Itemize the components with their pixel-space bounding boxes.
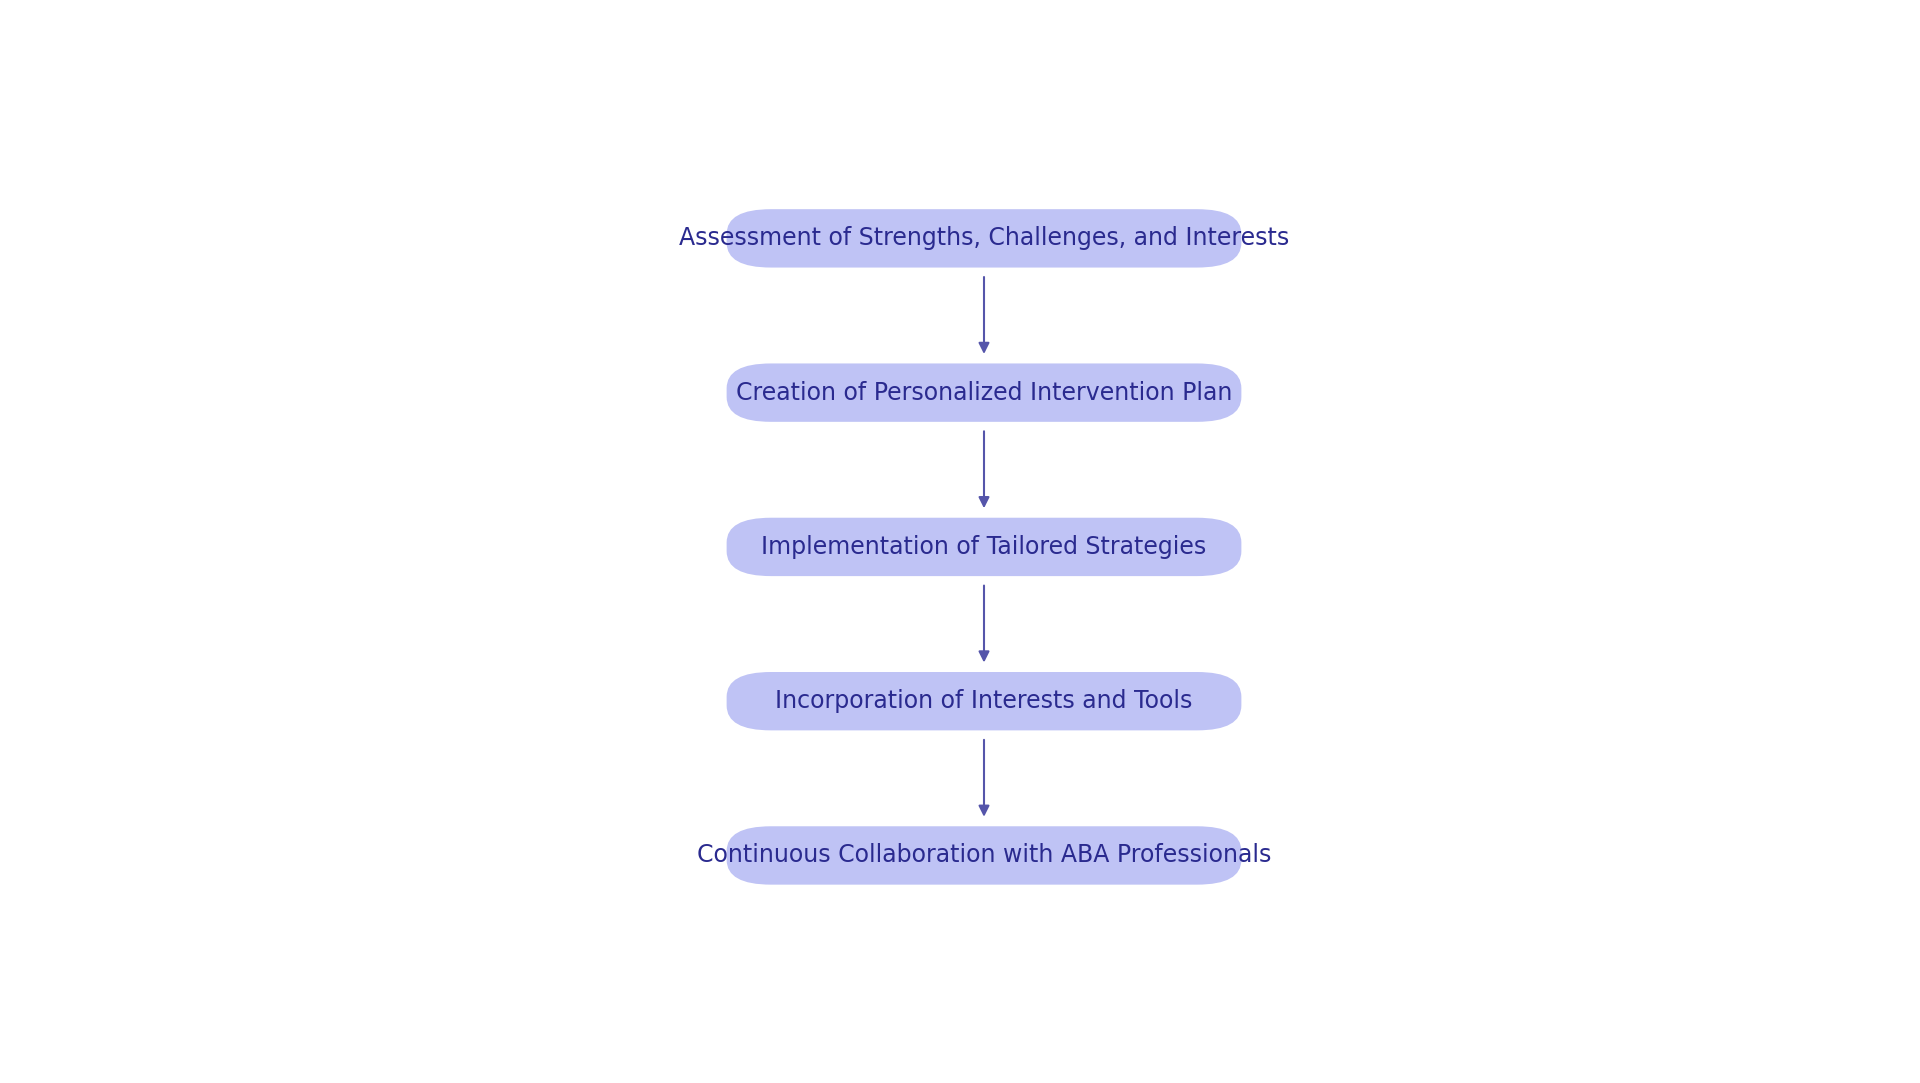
FancyBboxPatch shape bbox=[726, 364, 1242, 421]
Text: Incorporation of Interests and Tools: Incorporation of Interests and Tools bbox=[776, 689, 1192, 714]
Text: Assessment of Strengths, Challenges, and Interests: Assessment of Strengths, Challenges, and… bbox=[680, 226, 1288, 250]
Text: Implementation of Tailored Strategies: Implementation of Tailored Strategies bbox=[762, 535, 1206, 559]
Text: Creation of Personalized Intervention Plan: Creation of Personalized Intervention Pl… bbox=[735, 380, 1233, 405]
FancyBboxPatch shape bbox=[726, 826, 1242, 885]
FancyBboxPatch shape bbox=[726, 671, 1242, 730]
FancyBboxPatch shape bbox=[726, 518, 1242, 576]
FancyBboxPatch shape bbox=[726, 209, 1242, 268]
Text: Continuous Collaboration with ABA Professionals: Continuous Collaboration with ABA Profes… bbox=[697, 844, 1271, 867]
